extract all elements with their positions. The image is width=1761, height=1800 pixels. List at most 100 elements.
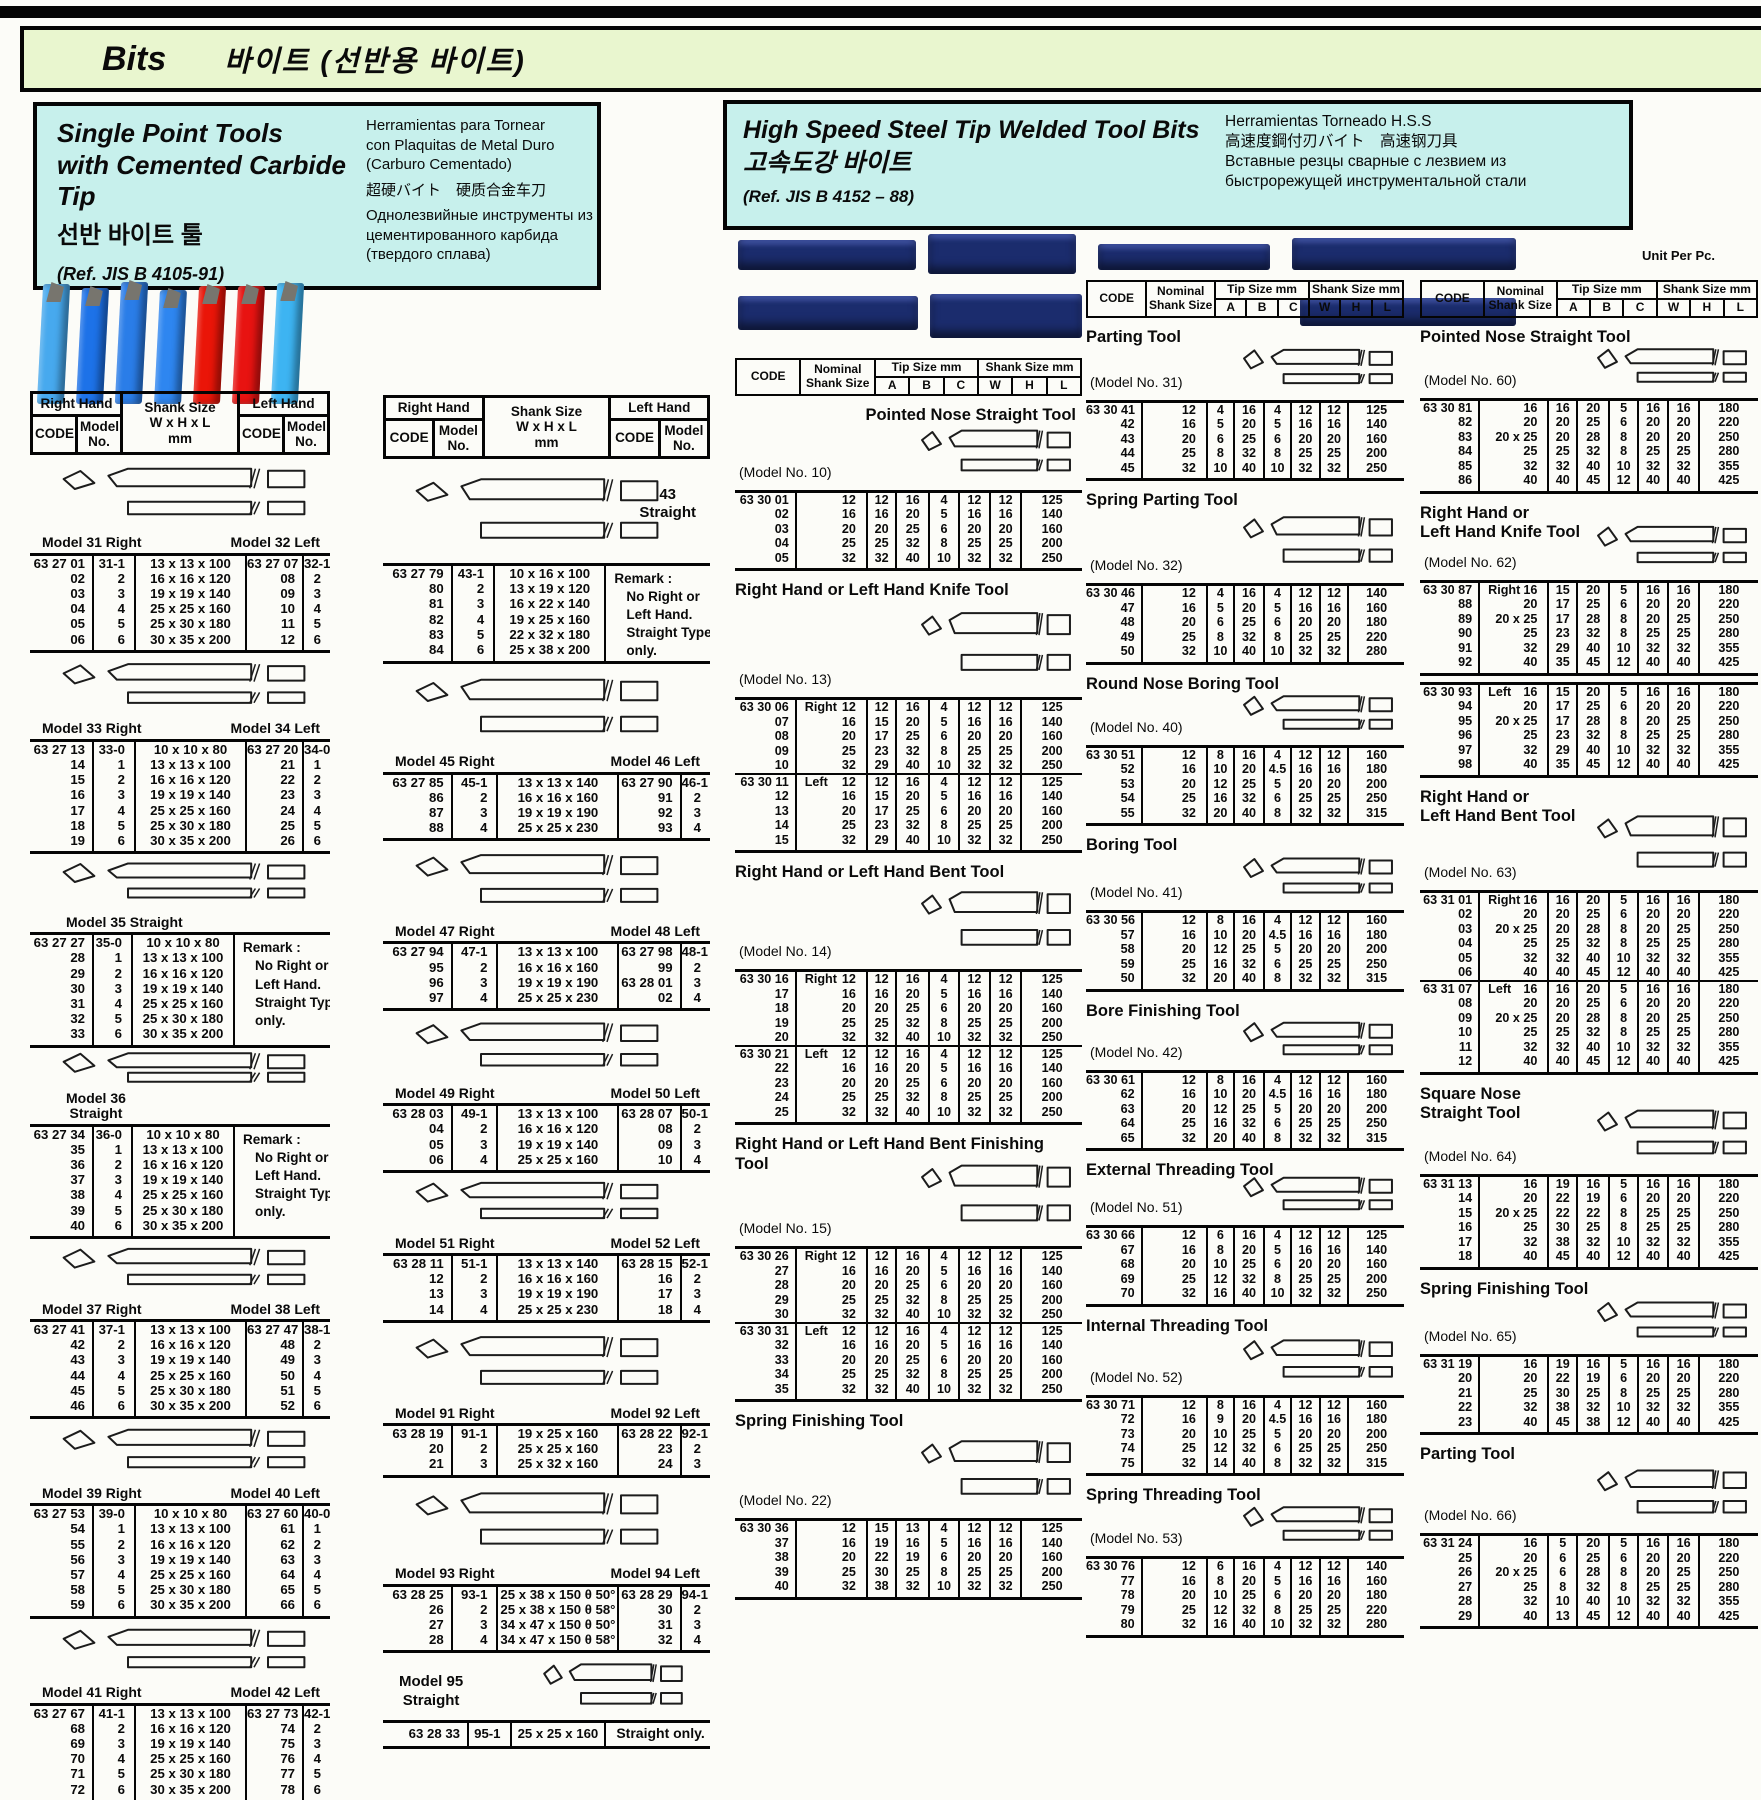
cell: 45	[1576, 1608, 1610, 1628]
cell: 30	[70, 980, 85, 996]
cell: 4	[1263, 1557, 1292, 1574]
cell: 25 x 25 x 160	[134, 1751, 246, 1767]
cell: 12	[988, 1519, 1022, 1536]
cell: 10	[1547, 1594, 1578, 1609]
cell: 8	[1263, 805, 1292, 825]
table-row: 55 2 16 x 16 x 120 62 2	[30, 1536, 330, 1552]
cell: 32	[957, 1381, 990, 1401]
cell: 34-0	[302, 740, 330, 757]
header-c: C	[1622, 297, 1658, 318]
cell: 94	[1458, 699, 1473, 714]
model-no-label: (Model No. 52)	[1090, 1368, 1183, 1385]
cell: 355	[1697, 640, 1758, 656]
cell: 200	[1347, 942, 1404, 957]
header-nominal-shank-size: Nominal Shank Size	[799, 358, 877, 396]
cell: 20	[988, 1550, 1022, 1565]
cell: 12	[865, 698, 897, 715]
table-row: 04 25 25 32 8 25 25 280	[1420, 936, 1758, 951]
cell: 25 x 30 x 180	[131, 1202, 234, 1218]
table-row: 15 20 x 25 22 22 8 25 25 250	[1420, 1205, 1758, 1221]
cell: 40	[1667, 965, 1699, 981]
page-title: Bits	[102, 39, 167, 78]
cell: 77	[245, 1766, 303, 1782]
cell: 16	[1205, 1617, 1234, 1637]
table-row: 22 16 16 20 5 16 16 140	[735, 1061, 1082, 1076]
cell: 10	[1205, 460, 1234, 480]
table-model-labels: Model 39 Right Model 40 Left	[30, 1483, 330, 1503]
cell: 40	[1667, 473, 1699, 493]
cell: 160	[1347, 431, 1404, 447]
cell: 25	[1636, 1385, 1669, 1401]
hss-table-spring-threading-53: 63 30 76 12 6 16 4 12 12 140 77 16 8 20 5 16 16 160 78 20…	[1086, 1556, 1404, 1638]
cell: 40	[1576, 950, 1610, 966]
cell: 32	[1576, 1025, 1610, 1040]
cell: 25 x 25 x 160	[509, 1721, 606, 1748]
header-nominal-shank-size: Nominal Shank Size	[1482, 280, 1558, 318]
cell: 35	[1547, 655, 1578, 675]
table-row: 33 6 30 x 35 x 200	[30, 1026, 330, 1047]
carbide-column-header: Right Hand Shank Size W x H x L mm Left Ha…	[382, 395, 711, 459]
cell: 16	[794, 1061, 867, 1076]
cell: 20	[1290, 1101, 1320, 1117]
cell: 32-1	[302, 554, 330, 571]
table-row: 29 25 25 32 8 25 25 200	[735, 1292, 1082, 1308]
cell: 23	[1458, 1414, 1473, 1429]
cell: 2	[450, 959, 498, 975]
cell: 67	[1120, 1242, 1135, 1257]
cell: 8	[1205, 1573, 1234, 1589]
cell: 4.5	[1263, 762, 1292, 777]
table-row: 80 2 13 x 19 x 120	[383, 580, 710, 597]
cell: 47	[1120, 600, 1135, 615]
cell: 91	[1458, 640, 1473, 655]
cell: 160	[1347, 1573, 1404, 1589]
table-row: 72 16 9 20 4.5 16 16 180	[1086, 1412, 1404, 1427]
cell: 25	[1576, 699, 1610, 714]
cell: 12	[1608, 655, 1638, 675]
cell: 68	[1120, 1257, 1135, 1272]
cell: 32	[1636, 1039, 1669, 1055]
header-tip-size: Tip Size mm	[1214, 280, 1310, 300]
cell: 32	[1667, 742, 1699, 758]
cell: 16	[988, 986, 1022, 1002]
cell: 25	[1576, 907, 1610, 922]
cell: 22	[1547, 1191, 1578, 1206]
table-row: 02 20 20 25 6 20 20 220	[1420, 907, 1758, 922]
cell: 04	[774, 536, 789, 551]
cell: 24	[617, 1456, 681, 1476]
cell: 16	[1667, 979, 1699, 997]
cell: 10	[1458, 1025, 1473, 1040]
cell: 69	[1120, 1271, 1135, 1286]
cell: 16	[895, 1247, 930, 1264]
cell: 20	[1318, 1588, 1349, 1603]
cell: 6	[928, 1278, 959, 1293]
cell: 2	[450, 1601, 498, 1617]
header-nominal-shank-size: Nominal Shank Size	[1145, 280, 1217, 318]
table-row: 63 28 25 93-1 25 x 38 x 150 θ 50° 63 28 29 9…	[383, 1585, 710, 1602]
cell: 63 31 19	[1423, 1356, 1473, 1371]
header-model-no: Model No.	[75, 413, 124, 455]
table-row: 04 4 25 x 25 x 160 10 4	[30, 601, 330, 617]
page-title-korean: 바이트 (선반용 바이트)	[224, 46, 526, 78]
table-model-labels: Model 47 Right Model 48 Left	[383, 921, 710, 941]
table-row: 18 5 25 x 30 x 180 25 5	[30, 817, 330, 833]
cell: 38	[1576, 1414, 1610, 1434]
cell: 25	[1576, 597, 1610, 612]
cell: 20	[1667, 996, 1699, 1011]
cell: 250	[1020, 1307, 1082, 1323]
table-row: 16 25 30 25 8 25 25 280	[1420, 1220, 1758, 1235]
cell: 10	[1205, 927, 1234, 943]
cell: 12	[1140, 1071, 1207, 1088]
cell: 20	[957, 1001, 990, 1016]
table-row: 35 1 13 x 13 x 100	[30, 1141, 330, 1158]
cell: 63 30 01	[739, 492, 789, 507]
cell: 16	[794, 789, 867, 804]
tool-lineart-icon	[921, 612, 1071, 671]
table-row: 96 25 23 32 8 25 25 280	[1420, 728, 1758, 743]
cell: 200	[1020, 1015, 1082, 1031]
cell: 2	[302, 1337, 330, 1353]
text-line: быстрорежущей инструментальной стали	[1225, 173, 1527, 191]
cell: 25	[1318, 1271, 1349, 1287]
table-row: 15 32 29 40 10 32 32 250	[735, 832, 1082, 852]
cell: 63 30 11	[735, 772, 796, 790]
cell: 45	[1120, 460, 1135, 475]
